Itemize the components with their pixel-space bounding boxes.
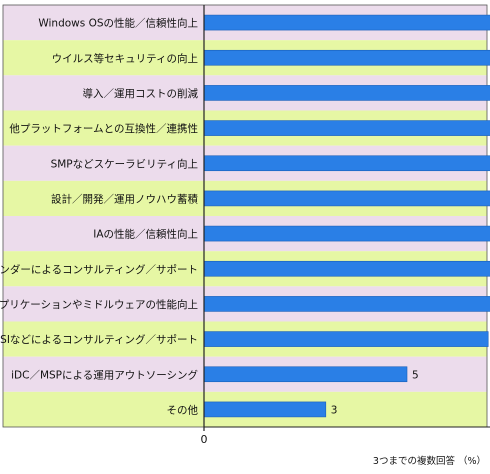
category-label: アプリケーションやミドルウェアの性能向上 — [0, 298, 198, 311]
x-tick-label: 0 — [201, 433, 208, 446]
category-label: 導入／運用コストの削減 — [83, 87, 199, 100]
category-label: SMPなどスケーラビリティ向上 — [51, 157, 198, 170]
bar — [203, 14, 490, 31]
category-label: ベンダーによるコンサルティング／サポート — [0, 263, 198, 276]
category-labels: Windows OSの性能／信頼性向上ウイルス等セキュリティの向上導入／運用コス… — [0, 17, 198, 417]
bar — [203, 225, 490, 242]
bar — [203, 401, 327, 418]
bar — [203, 190, 490, 207]
value-label: 3 — [331, 404, 338, 416]
bar — [203, 120, 490, 136]
value-label: 5 — [412, 369, 419, 381]
bars — [203, 14, 490, 418]
row-backgrounds — [3, 5, 487, 427]
category-label: SIなどによるコンサルティング／サポート — [0, 333, 198, 346]
category-label: IAの性能／信頼性向上 — [93, 228, 198, 241]
bar — [203, 296, 490, 312]
bar — [203, 366, 408, 383]
category-label: Windows OSの性能／信頼性向上 — [38, 17, 198, 30]
bar — [203, 49, 490, 66]
category-label: iDC／MSPによる運用アウトソーシング — [11, 368, 198, 381]
bar — [203, 85, 490, 101]
category-label: 他プラットフォームとの互換性／連携性 — [9, 122, 198, 135]
bar — [203, 155, 490, 172]
category-label: ウイルス等セキュリティの向上 — [52, 52, 198, 65]
bar — [203, 260, 490, 277]
bar — [203, 331, 489, 347]
value-labels: 605432313023191513753 — [331, 369, 419, 416]
x-axis: 010203040506070 — [201, 5, 490, 446]
category-label: その他 — [167, 403, 199, 416]
x-axis-note: 3つまでの複数回答 （%） — [373, 455, 486, 467]
category-label: 設計／開発／運用ノウハウ蓄積 — [51, 192, 198, 205]
